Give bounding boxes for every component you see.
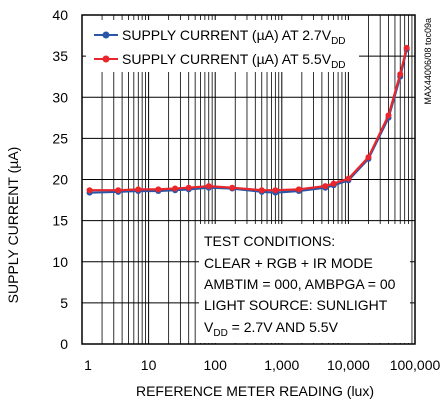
legend-swatch-marker-1	[102, 31, 110, 39]
legend-label-1-sub: DD	[331, 36, 345, 47]
series-point-2	[258, 187, 265, 194]
test-conditions-vdd-sub: DD	[213, 328, 227, 339]
y-tick-label: 30	[52, 89, 68, 105]
series-point-2	[155, 186, 162, 193]
figure-id: MAX44006/08 toc09a	[423, 18, 433, 105]
series-point-2	[115, 187, 122, 194]
test-conditions-line-3: AMBTIM = 000, AMBPGA = 00	[204, 276, 396, 292]
test-conditions-line-1: TEST CONDITIONS:	[204, 233, 335, 249]
y-tick-label: 5	[60, 295, 68, 311]
y-tick-label: 25	[52, 130, 68, 146]
series-point-2	[185, 184, 192, 191]
series-point-2	[330, 180, 337, 187]
series-layer	[86, 44, 410, 196]
x-tick-label: 10,000	[327, 357, 370, 373]
test-conditions-line-2: CLEAR + RGB + IR MODE	[204, 255, 373, 271]
series-point-2	[272, 187, 279, 194]
test-conditions-vdd-main: V	[204, 319, 214, 335]
series-point-2	[229, 184, 236, 191]
series-point-2	[86, 187, 93, 194]
series-point-2	[345, 175, 352, 182]
x-tick-label: 10	[141, 357, 157, 373]
test-conditions-box	[199, 224, 410, 343]
legend-swatch-marker-2	[102, 55, 110, 63]
y-tick-label: 35	[52, 48, 68, 64]
y-tick-labels: 0 5 10 15 20 25 30 35 40	[52, 7, 68, 352]
legend-box	[86, 20, 359, 72]
legend-label-1: SUPPLY CURRENT (µA) AT 2.7VDD	[122, 27, 346, 47]
y-tick-label: 40	[52, 7, 68, 23]
test-conditions-line-4: LIGHT SOURCE: SUNLIGHT	[204, 297, 388, 313]
plot-frame	[81, 14, 416, 345]
legend: SUPPLY CURRENT (µA) AT 2.7VDD SUPPLY CUR…	[86, 20, 359, 72]
x-tick-label: 100,000	[390, 357, 441, 373]
legend-label-2-sub: DD	[331, 60, 345, 71]
x-tick-labels: 1 10 100 1,000 10,000 100,000	[84, 357, 440, 373]
y-tick-label: 0	[60, 336, 68, 352]
y-tick-label: 20	[52, 172, 68, 188]
series-line-2	[89, 47, 408, 192]
test-conditions: TEST CONDITIONS: CLEAR + RGB + IR MODE A…	[199, 224, 410, 343]
legend-label-1-main: SUPPLY CURRENT (µA) AT 2.7V	[122, 27, 332, 43]
test-conditions-vdd-rest: = 2.7V AND 5.5V	[228, 319, 339, 335]
y-axis-label: SUPPLY CURRENT (µA)	[5, 147, 21, 304]
x-axis-label: REFERENCE METER READING (lux)	[136, 383, 374, 399]
series-point-2	[295, 186, 302, 193]
y-tick-label: 15	[52, 213, 68, 229]
series-point-2	[172, 185, 179, 192]
x-tick-label: 1,000	[264, 357, 299, 373]
series-point-2	[135, 186, 142, 193]
x-tick-label: 1	[84, 357, 92, 373]
series-point-2	[322, 183, 329, 190]
series-point-2	[205, 183, 212, 190]
series-point-2	[365, 154, 372, 161]
x-tick-label: 100	[204, 357, 228, 373]
y-tick-label: 10	[52, 254, 68, 270]
series-point-2	[397, 71, 404, 78]
series-point-2	[385, 112, 392, 119]
test-conditions-line-5: VDD = 2.7V AND 5.5V	[204, 319, 339, 339]
series-point-2	[403, 44, 410, 51]
legend-label-2: SUPPLY CURRENT (µA) AT 5.5VDD	[122, 51, 346, 71]
legend-label-2-main: SUPPLY CURRENT (µA) AT 5.5V	[122, 51, 332, 67]
